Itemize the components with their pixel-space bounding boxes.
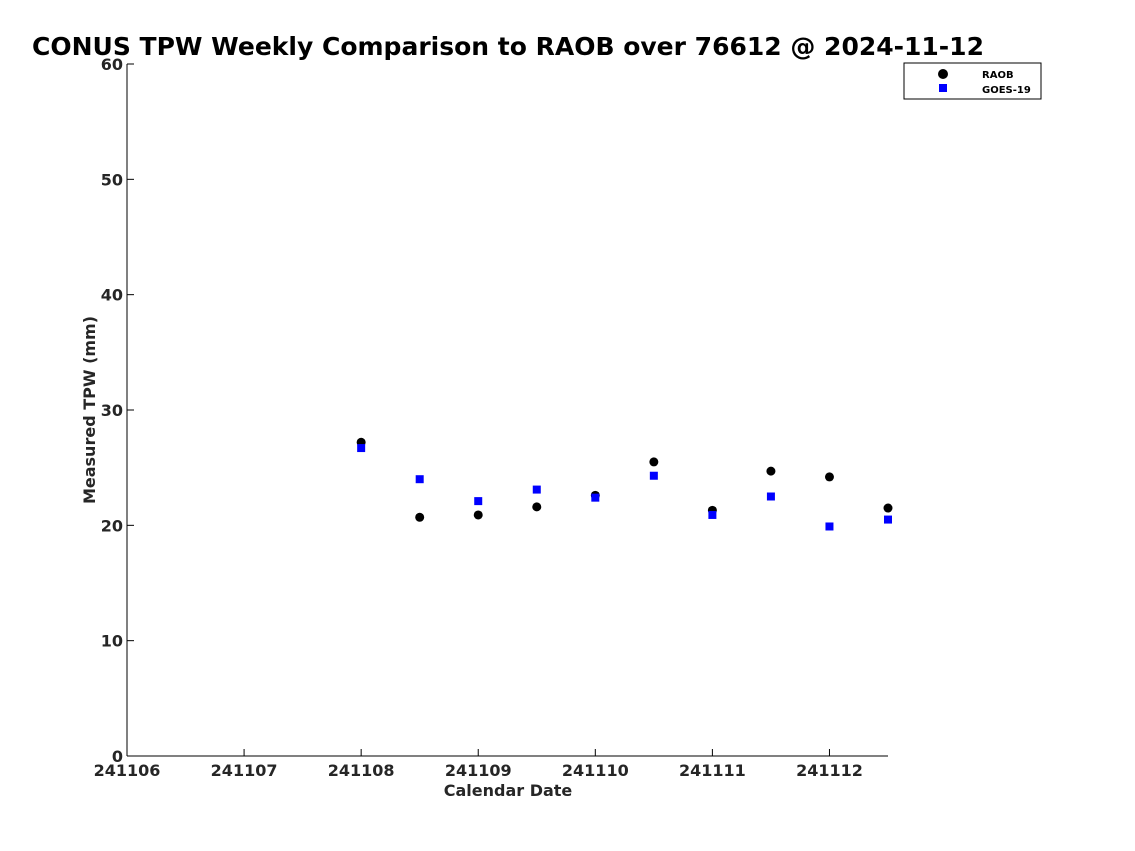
x-ticks: 241106 241107 241108 241109 241110 241111 2411… bbox=[94, 749, 863, 780]
y-tick-label: 60 bbox=[101, 55, 123, 74]
y-tick-label: 50 bbox=[101, 170, 123, 189]
chart-title: CONUS TPW Weekly Comparison to RAOB over… bbox=[32, 32, 984, 61]
y-tick-label: 0 bbox=[112, 747, 123, 766]
y-tick-label: 30 bbox=[101, 401, 123, 420]
x-tick-label: 241111 bbox=[679, 761, 746, 780]
goes19-point bbox=[532, 485, 541, 494]
legend-goes19-label: GOES-19 bbox=[982, 85, 1031, 96]
y-ticks: 0 10 20 30 40 50 60 bbox=[101, 55, 134, 766]
raob-point bbox=[415, 512, 425, 522]
legend-box bbox=[903, 62, 1042, 100]
raob-point bbox=[532, 502, 542, 512]
x-axis-label: Calendar Date bbox=[444, 781, 573, 800]
x-tick-label: 241107 bbox=[211, 761, 278, 780]
raob-point bbox=[649, 457, 659, 467]
goes19-point bbox=[649, 471, 658, 480]
x-tick-label: 241110 bbox=[562, 761, 629, 780]
goes19-point bbox=[766, 492, 775, 501]
x-tick-label: 241108 bbox=[328, 761, 395, 780]
legend-raob-marker bbox=[938, 69, 948, 79]
goes19-point bbox=[415, 475, 424, 484]
x-tick-label: 241106 bbox=[94, 761, 161, 780]
legend-goes19-marker bbox=[939, 84, 947, 92]
raob-point bbox=[473, 510, 483, 520]
goes19-point bbox=[708, 510, 717, 519]
data-points bbox=[356, 437, 893, 531]
x-tick-label: 241109 bbox=[445, 761, 512, 780]
y-tick-label: 40 bbox=[101, 286, 123, 305]
y-tick-label: 10 bbox=[101, 632, 123, 651]
y-axis-label: Measured TPW (mm) bbox=[80, 316, 99, 504]
goes19-point bbox=[884, 515, 892, 524]
goes19-point bbox=[357, 444, 366, 453]
goes19-point bbox=[825, 522, 834, 531]
raob-point bbox=[824, 472, 834, 482]
raob-point bbox=[883, 503, 893, 513]
y-tick-label: 20 bbox=[101, 516, 123, 535]
axes bbox=[126, 64, 888, 757]
legend-raob-label: RAOB bbox=[982, 70, 1014, 81]
x-tick-label: 241112 bbox=[796, 761, 863, 780]
goes19-point bbox=[591, 493, 600, 502]
raob-point bbox=[766, 466, 776, 476]
goes19-point bbox=[474, 497, 483, 506]
legend: RAOB GOES-19 bbox=[903, 62, 1042, 100]
